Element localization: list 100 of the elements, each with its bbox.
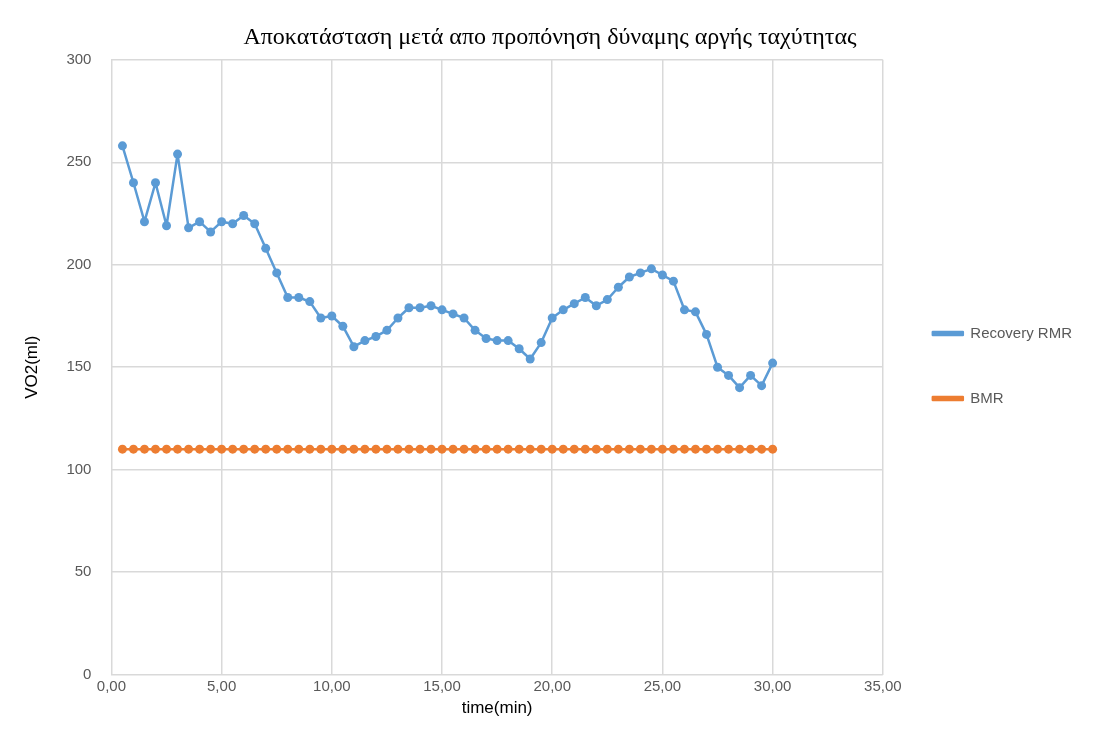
point [525,354,535,364]
x-tick-label: 20,00 [533,676,571,694]
point [206,444,216,454]
point [602,444,612,454]
point [371,444,381,454]
point [757,381,767,391]
point [283,293,293,303]
x-tick-label: 5,00 [207,676,237,694]
point [724,370,734,380]
point [735,444,745,454]
point [580,293,590,303]
point [195,217,205,227]
point [228,444,238,454]
point [481,334,491,344]
point [613,444,623,454]
point [470,444,480,454]
point [635,268,645,278]
point [459,313,469,323]
point [503,336,513,346]
point [569,299,579,309]
point [393,313,403,323]
legend-label: Recovery RMR [970,323,1073,341]
y-tick-label: 50 [74,562,92,580]
point [239,211,249,221]
point [426,301,436,311]
y-tick-label: 0 [83,664,92,682]
point [768,358,778,368]
point [448,444,458,454]
point [151,444,161,454]
point [404,303,414,313]
legend-label: BMR [970,388,1004,406]
point [757,444,767,454]
point [349,444,359,454]
point [646,444,656,454]
x-tick-label: 15,00 [423,676,461,694]
point [602,295,612,305]
x-tick-label: 35,00 [864,676,902,694]
point [514,444,524,454]
point [679,444,689,454]
point [657,270,667,280]
y-tick-label: 300 [66,49,92,67]
point [536,444,546,454]
point [349,342,359,352]
point [690,307,700,317]
point [657,444,667,454]
point [360,336,370,346]
point [128,178,138,188]
point [305,444,315,454]
point [569,444,579,454]
point [305,297,315,307]
point [558,305,568,315]
point [327,311,337,321]
point [338,444,348,454]
point [139,444,149,454]
point [702,444,711,454]
point [470,325,480,335]
y-tick-label: 100 [66,459,92,477]
point [272,268,282,278]
point [668,276,678,286]
point [173,149,183,159]
point [690,444,700,454]
point [316,313,326,323]
point [393,444,403,454]
point [250,444,260,454]
point [525,444,535,454]
point [261,444,271,454]
point [679,305,689,315]
point [591,444,601,454]
point [382,444,392,454]
point [492,444,502,454]
point [459,444,469,454]
point [217,217,227,227]
point [294,444,304,454]
point [426,444,436,454]
point [481,444,491,454]
x-tick-label: 30,00 [753,676,792,694]
point [139,217,149,227]
point [624,444,634,454]
point [547,444,557,454]
y-tick-label: 200 [66,254,92,272]
y-tick-label: 150 [66,357,92,375]
point [415,303,425,313]
point [613,282,623,292]
chart-title: Αποκατάσταση μετά απο προπόνηση δύναμης αργής ταχύτητας [243,22,858,49]
point [514,344,524,354]
point [713,362,723,372]
point [117,141,127,151]
point [217,444,227,454]
x-tick-label: 0,00 [96,676,127,694]
point [151,178,161,188]
x-axis-title: time(min) [461,698,533,718]
point [503,444,513,454]
point [371,331,381,341]
point [206,227,216,237]
point [195,444,205,454]
point [184,223,194,233]
point [327,444,337,454]
point [250,219,260,229]
point [162,221,172,231]
point [338,321,348,331]
